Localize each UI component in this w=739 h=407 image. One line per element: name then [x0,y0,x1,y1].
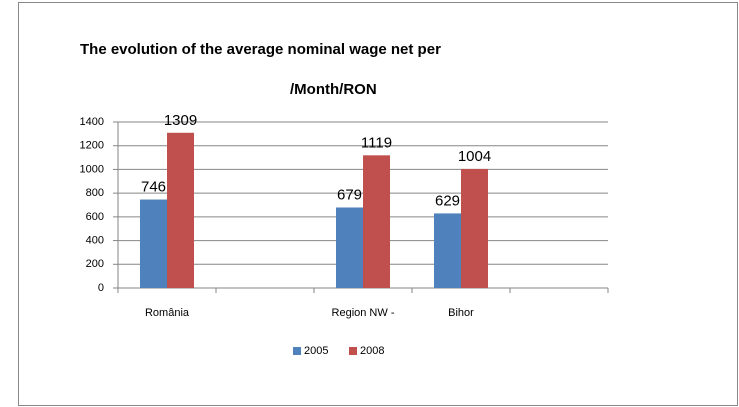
legend-swatch [349,347,357,355]
x-tick-label: Region NW - [332,307,395,319]
bar [434,213,461,288]
y-tick-label: 0 [98,282,104,294]
value-label: 1309 [164,112,197,129]
value-label: 1004 [458,148,491,165]
x-tick-label: România [145,307,190,319]
legend-swatch [293,347,301,355]
value-label: 746 [141,179,166,196]
y-tick-label: 1000 [80,163,104,175]
value-label: 679 [337,186,362,203]
legend-label: 2005 [304,345,328,357]
bar [461,168,488,288]
bar [167,132,194,288]
chart-subtitle: /Month/RON [290,81,377,98]
y-tick-label: 200 [86,258,104,270]
y-tick-label: 1200 [80,140,104,152]
value-label: 1119 [361,134,392,151]
x-tick-label: Bihor [448,307,474,319]
y-tick-label: 800 [86,187,104,199]
chart-title: The evolution of the average nominal wag… [80,41,441,58]
legend-label: 2008 [360,345,384,357]
value-label: 629 [435,192,460,209]
bar [336,207,363,288]
bar [363,155,390,288]
y-tick-label: 1400 [80,116,104,128]
bar [140,199,167,288]
y-tick-label: 400 [86,234,104,246]
y-tick-label: 600 [86,211,104,223]
